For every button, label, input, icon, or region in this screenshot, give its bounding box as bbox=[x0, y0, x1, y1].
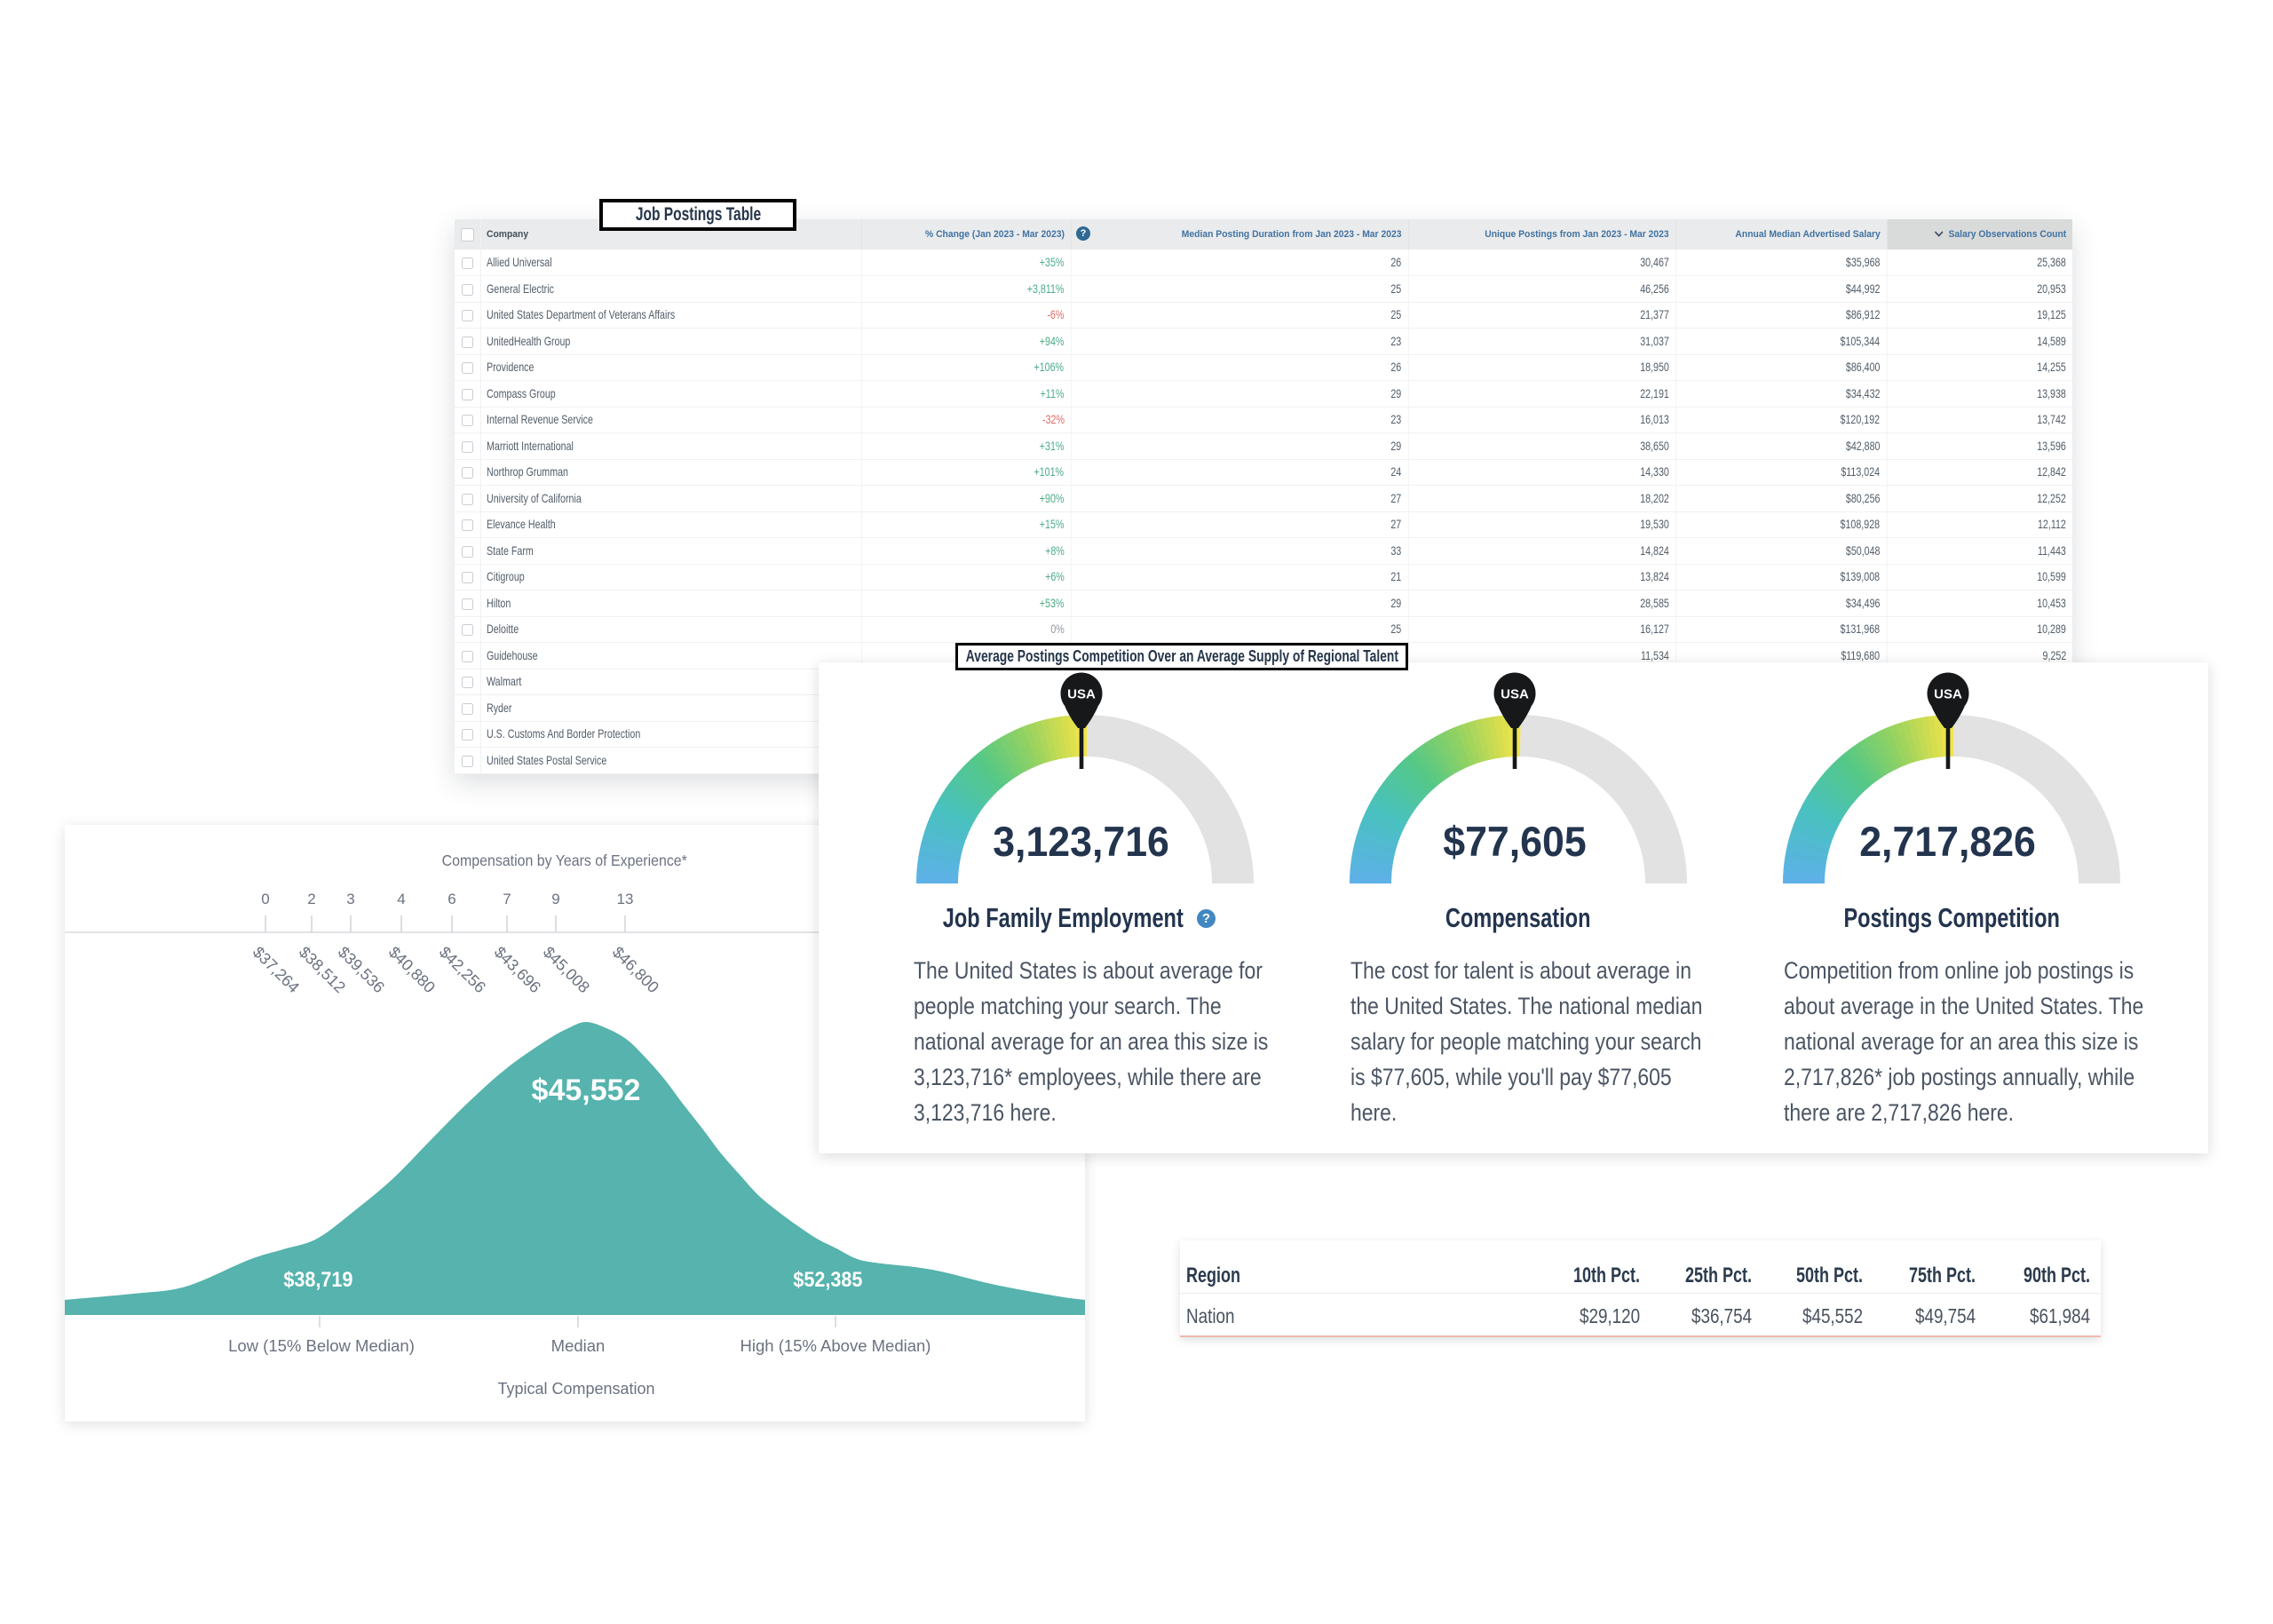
svg-text:USA: USA bbox=[1501, 687, 1529, 702]
svg-text:USA: USA bbox=[1934, 687, 1962, 702]
svg-text:USA: USA bbox=[1067, 687, 1096, 702]
